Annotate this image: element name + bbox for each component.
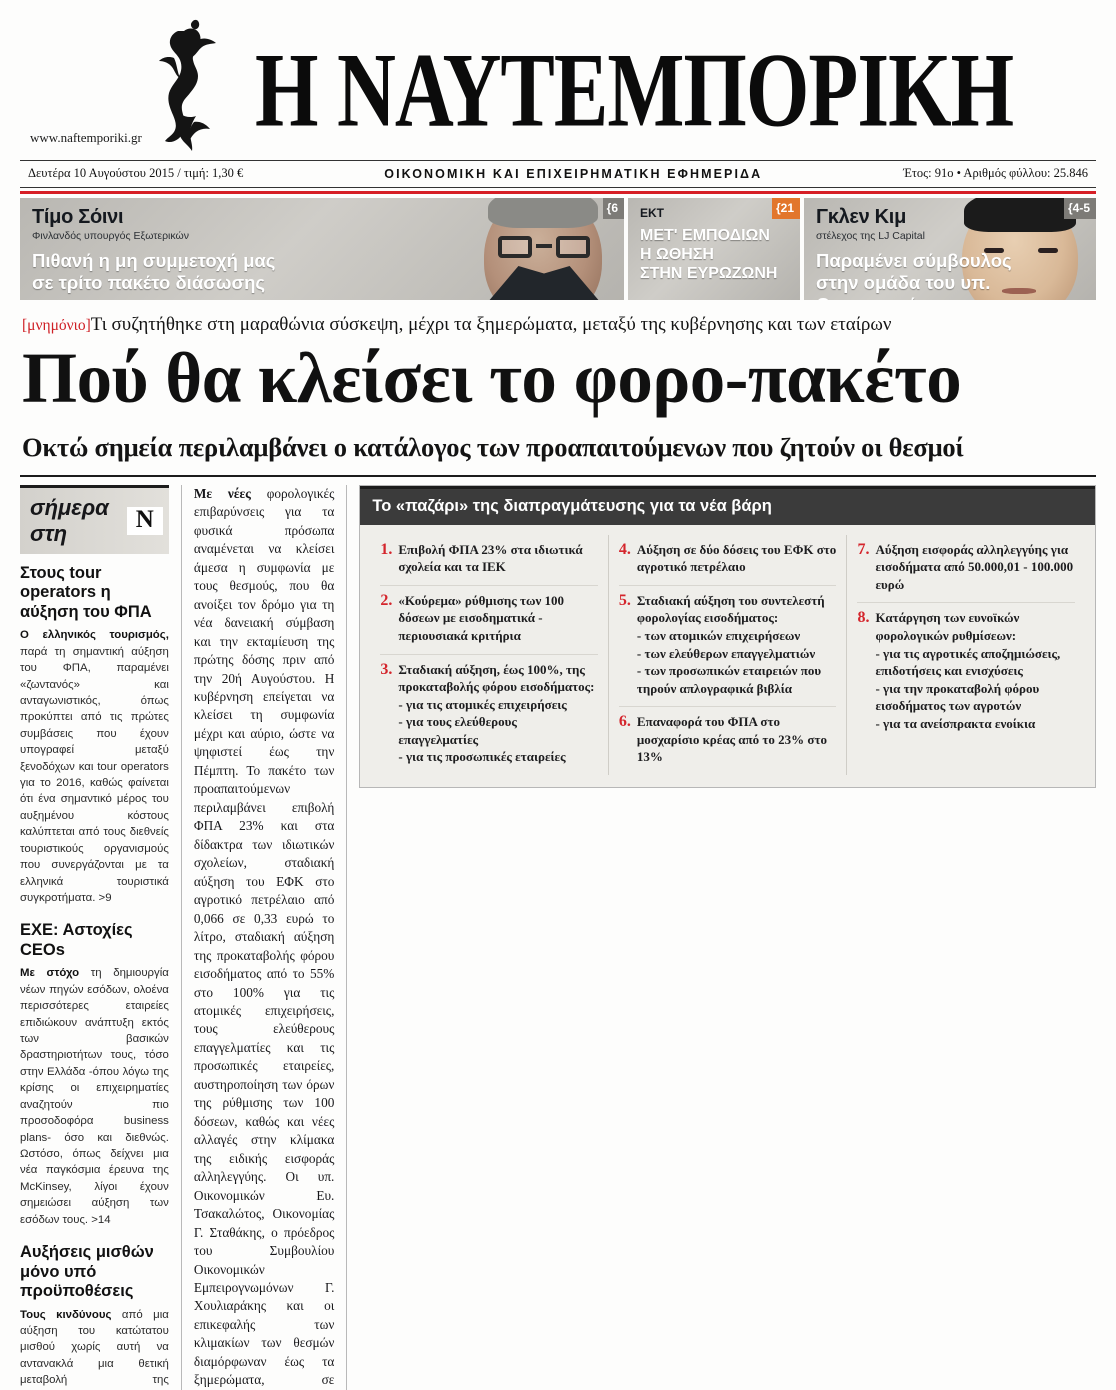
- main-article-column: Με νέες φορολογικές επιβαρύνσεις για τα …: [180, 484, 347, 1390]
- website-url[interactable]: www.naftemporiki.gr: [30, 130, 142, 145]
- sidebar-item-body: Ο ελληνικός τουρισμός, παρά τη σημαντική…: [20, 627, 169, 906]
- pazari-item-text: Σταδιακή αύξηση του συντελεστή φορολογία…: [636, 592, 825, 696]
- main-article-body: Με νέες φορολογικές επιβαρύνσεις για τα …: [194, 485, 335, 1390]
- teaser-soini-text: Τίμο Σόινι Φινλανδός υπουργός Εξωτερικών…: [20, 198, 285, 300]
- teaser-kim-role: στέλεχος της LJ Capital: [816, 230, 925, 242]
- main-content-grid: σήμερα στη N Στους tour operators η αύξη…: [20, 484, 1096, 1390]
- pazari-item[interactable]: 7. Αύξηση εισφοράς αλληλεγγύης για εισοδ…: [857, 535, 1075, 603]
- paper-descriptor: ΟΙΚΟΝΟΜΙΚΗ ΚΑΙ ΕΠΙΧΕΙΡΗΜΑΤΙΚΗ ΕΦΗΜΕΡΙΔΑ: [384, 166, 763, 181]
- pazari-item-number: 5.: [618, 591, 631, 609]
- pazari-item-number: 2.: [380, 591, 393, 609]
- red-accent-rule: [20, 191, 1096, 194]
- sidebar-item-body: Τους κινδύνους από μια αύξηση του κατώτα…: [20, 1307, 169, 1390]
- sidebar-item-lead: Τους κινδύνους: [20, 1308, 112, 1321]
- pazari-item[interactable]: 1. Επιβολή ΦΠΑ 23% στα ιδιωτικά σχολεία …: [380, 535, 598, 585]
- pazari-column-1: 1. Επιβολή ΦΠΑ 23% στα ιδιωτικά σχολεία …: [370, 535, 608, 775]
- date-and-price: Δευτέρα 10 Αυγούστου 2015 / τιμή: 1,30 €: [28, 166, 244, 180]
- pazari-item[interactable]: 8. Κατάργηση των ευνοϊκών φορολογικών ρυ…: [857, 602, 1075, 741]
- pazari-column-2: 4. Αύξηση σε δύο δόσεις του ΕΦΚ στο αγρο…: [607, 534, 847, 775]
- teaser-kim[interactable]: Γκλεν Κιμ στέλεχος της LJ Capital Παραμέ…: [804, 198, 1096, 300]
- teaser-kim-name: Γκλεν Κιμ: [816, 206, 907, 228]
- sidebar-item-heading: Αυξήσεις μισθών μόνο υπό προϋποθέσεις: [20, 1243, 154, 1301]
- pazari-item-text: Σταδιακή αύξηση, έως 100%, της προκαταβο…: [398, 661, 595, 765]
- pazari-item[interactable]: 3. Σταδιακή αύξηση, έως 100%, της προκατ…: [380, 653, 598, 775]
- masthead-infobar: Δευτέρα 10 Αυγούστου 2015 / τιμή: 1,30 €…: [20, 160, 1096, 188]
- main-article-text: φορολογικές επιβαρύνσεις για τα φυσικά π…: [193, 485, 335, 1388]
- pazari-title: Το «παζάρι» της διαπραγμάτευσης για τα ν…: [360, 485, 1095, 525]
- teaser-ecb[interactable]: ΕΚΤ ΜΕΤ' ΕΜΠΟΔΙΩΝ Η ΩΘΗΣΗ ΣΤΗΝ ΕΥΡΩΖΩΝΗ …: [628, 198, 800, 300]
- sidebar-item-heading: ΕΧΕ: Αστοχίες CEOs: [20, 921, 133, 959]
- masthead: Η ΝΑΥΤΕΜΠΟΡΙΚΗ www.naftemporiki.gr: [20, 0, 1096, 160]
- teaser-soini-portrait: [464, 198, 624, 300]
- sidebar-item-wages[interactable]: Αυξήσεις μισθών μόνο υπό προϋποθέσεις Το…: [20, 1243, 169, 1390]
- pazari-item-text: Αύξηση εισφοράς αλληλεγγύης για εισοδήμα…: [875, 541, 1074, 592]
- teaser-soini-headline-2: σε τρίτο πακέτο διάσωσης: [32, 272, 266, 294]
- sidebar-item-lead: Με στόχο: [20, 967, 80, 980]
- pazari-item-number: 8.: [857, 609, 870, 627]
- lead-subtitle: Οκτώ σημεία περιλαμβάνει ο κατάλογος των…: [22, 431, 964, 462]
- teaser-kim-portrait: [936, 198, 1096, 300]
- sidebar-header-mark: N: [126, 506, 163, 535]
- top-teaser-strip: Τίμο Σόινι Φινλανδός υπουργός Εξωτερικών…: [20, 198, 1096, 300]
- pazari-box: Το «παζάρι» της διαπραγμάτευσης για τα ν…: [359, 484, 1096, 788]
- sidebar-today: σήμερα στη N Στους tour operators η αύξη…: [20, 484, 181, 1390]
- teaser-kim-page-tag[interactable]: {4-5: [1063, 198, 1096, 219]
- teaser-kim-headline-1: Παραμένει σύμβουλος: [816, 250, 1012, 271]
- sidebar-item-tour-operators[interactable]: Στους tour operators η αύξηση του ΦΠΑ Ο …: [20, 564, 169, 907]
- teaser-ecb-headline-1: ΜΕΤ' ΕΜΠΟΔΙΩΝ: [640, 227, 770, 244]
- sidebar-item-text: από μια αύξηση του κατώτατου μισθού χωρί…: [20, 1308, 169, 1387]
- teaser-ecb-text: ΕΚΤ ΜΕΤ' ΕΜΠΟΔΙΩΝ Η ΩΘΗΣΗ ΣΤΗΝ ΕΥΡΩΖΩΝΗ: [628, 198, 787, 300]
- pazari-item[interactable]: 2. «Κούρεμα» ρύθμισης των 100 δόσεων με …: [380, 584, 598, 654]
- teaser-ecb-headline-3: ΣΤΗΝ ΕΥΡΩΖΩΝΗ: [640, 265, 778, 283]
- pazari-item-number: 7.: [857, 540, 870, 558]
- sidebar-item-text: παρά τη σημαντική αύξηση του ΦΠΑ, παραμέ…: [20, 645, 169, 904]
- pazari-item-text: «Κούρεμα» ρύθμισης των 100 δόσεων με εισ…: [398, 592, 565, 644]
- pazari-columns: 1. Επιβολή ΦΠΑ 23% στα ιδιωτικά σχολεία …: [360, 525, 1095, 787]
- sidebar-item-heading: Στους tour operators η αύξηση του ΦΠΑ: [20, 563, 152, 621]
- pazari-item-number: 4.: [618, 540, 631, 558]
- lead-title[interactable]: Πού θα κλείσει το φορο-πακέτο: [22, 337, 962, 418]
- pazari-column: Το «παζάρι» της διαπραγμάτευσης για τα ν…: [346, 484, 1096, 1390]
- sidebar-item-body: Με στόχο τη δημιουργία νέων πηγών εσόδων…: [20, 965, 169, 1228]
- teaser-kim-headline-2: στην ομάδα του υπ. Οικονομικών: [816, 272, 991, 300]
- pazari-item-number: 1.: [380, 540, 393, 558]
- pazari-item-text: Κατάργηση των ευνοϊκών φορολογικών ρυθμί…: [875, 610, 1061, 731]
- teaser-soini-headline-1: Πιθανή η μη συμμετοχή μας: [32, 250, 276, 271]
- teaser-kim-text: Γκλεν Κιμ στέλεχος της LJ Capital Παραμέ…: [804, 198, 1096, 300]
- lead-kicker: [μνημόνιο]Τι συζητήθηκε στη μαραθώνια σύ…: [22, 314, 1094, 336]
- pazari-item-text: Επιβολή ΦΠΑ 23% στα ιδιωτικά σχολεία και…: [398, 541, 583, 575]
- teaser-soini-role: Φινλανδός υπουργός Εξωτερικών: [32, 230, 189, 242]
- teaser-ecb-kicker: ΕΚΤ: [640, 206, 664, 220]
- sidebar-header: σήμερα στη N: [20, 484, 169, 554]
- issue-number: Έτος: 91ο • Αριθμός φύλλου: 25.846: [903, 166, 1088, 180]
- teaser-soini[interactable]: Τίμο Σόινι Φινλανδός υπουργός Εξωτερικών…: [20, 198, 624, 300]
- teaser-ecb-page-tag[interactable]: {21: [771, 198, 800, 219]
- main-article-lead: Με νέες: [193, 485, 251, 501]
- sidebar-header-label: σήμερα στη: [30, 494, 109, 546]
- sidebar-item-text: τη δημιουργία νέων πηγών εσόδων, ολοένα …: [20, 967, 169, 1226]
- lead-headline-block: [μνημόνιο]Τι συζητήθηκε στη μαραθώνια σύ…: [20, 310, 1096, 463]
- newspaper-logo: Η ΝΑΥΤΕΜΠΟΡΙΚΗ: [255, 31, 1014, 150]
- sidebar-item-lead: Ο ελληνικός τουρισμός,: [20, 629, 169, 642]
- pazari-column-3: 7. Αύξηση εισφοράς αλληλεγγύης για εισοδ…: [846, 534, 1085, 775]
- lead-divider: [20, 474, 1096, 477]
- teaser-ecb-headline-2: Η ΩΘΗΣΗ: [640, 246, 714, 264]
- pazari-item-text: Επαναφορά του ΦΠΑ στο μοσχαρίσιο κρέας α…: [636, 714, 827, 765]
- lead-kicker-text: Τι συζητήθηκε στη μαραθώνια σύσκεψη, μέχ…: [90, 314, 892, 335]
- teaser-soini-name: Τίμο Σόινι: [32, 206, 124, 228]
- pazari-item-number: 3.: [380, 660, 393, 678]
- lead-kicker-tag: [μνημόνιο]: [22, 317, 91, 334]
- pazari-item-number: 6.: [618, 713, 631, 731]
- pazari-item[interactable]: 4. Αύξηση σε δύο δόσεις του ΕΦΚ στο αγρο…: [619, 535, 837, 585]
- hermes-logo-icon: [159, 19, 216, 151]
- pazari-item[interactable]: 5. Σταδιακή αύξηση του συντελεστή φορολο…: [618, 584, 837, 706]
- pazari-item[interactable]: 6. Επαναφορά του ΦΠΑ στο μοσχαρίσιο κρέα…: [618, 706, 837, 775]
- sidebar-item-exe-ceos[interactable]: ΕΧΕ: Αστοχίες CEOs Με στόχο τη δημιουργί…: [20, 921, 169, 1228]
- pazari-item-text: Αύξηση σε δύο δόσεις του ΕΦΚ στο αγροτικ…: [636, 541, 837, 575]
- teaser-soini-page-tag[interactable]: {6: [602, 198, 624, 219]
